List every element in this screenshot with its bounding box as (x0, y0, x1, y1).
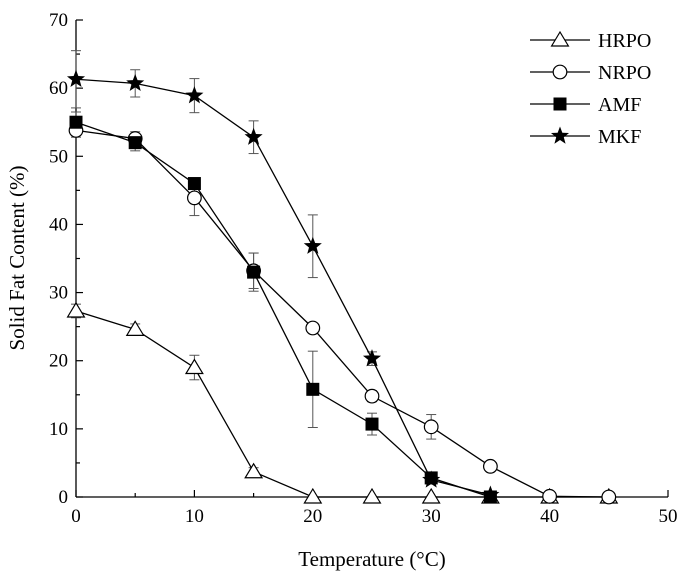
nrpo-point (305, 320, 321, 336)
hrpo-point (66, 301, 86, 318)
nrpo-line (75, 129, 609, 498)
y-tick-label: 30 (49, 283, 68, 304)
mkf-point (362, 349, 382, 367)
hrpo-point (362, 487, 382, 504)
amf-point (69, 115, 83, 129)
series-markers (66, 69, 619, 505)
series-lines (75, 78, 609, 498)
legend-mkf-marker (550, 126, 570, 144)
nrpo-point (364, 388, 380, 404)
x-tick-label: 10 (185, 506, 204, 527)
y-tick-label: 0 (59, 487, 69, 508)
mkf-point (66, 69, 86, 87)
nrpo-point (423, 419, 439, 435)
hrpo-point (184, 358, 204, 375)
mkf-line (75, 78, 491, 496)
mkf-point (481, 485, 500, 503)
nrpo-point (483, 458, 498, 474)
mkf-point (303, 236, 322, 254)
amf-point (365, 417, 379, 431)
y-tick-label: 60 (49, 78, 68, 99)
hrpo-point (244, 462, 264, 479)
y-tick-label: 70 (49, 10, 68, 31)
legend-mkf-label: MKF (598, 126, 641, 148)
axes: 0 10 20 30 40 50 0 10 20 30 40 50 60 70 (49, 10, 678, 527)
legend-nrpo-label: NRPO (598, 62, 651, 84)
amf-point (247, 265, 261, 279)
x-tick-label: 20 (303, 506, 322, 527)
x-tick-label: 50 (659, 506, 678, 527)
nrpo-point (601, 489, 617, 505)
legend-amf-marker (553, 97, 567, 111)
y-tick-label: 50 (49, 146, 68, 167)
y-tick-label: 10 (49, 419, 68, 440)
y-tick-label: 20 (49, 351, 68, 372)
nrpo-point (542, 488, 557, 504)
amf-point (128, 136, 142, 150)
amf-point (187, 177, 201, 191)
amf-point (306, 382, 320, 396)
hrpo-line (75, 310, 609, 498)
legend-hrpo-label: HRPO (598, 30, 651, 52)
x-axis-title: Temperature (°C) (298, 547, 445, 571)
legend-nrpo-marker (552, 64, 568, 80)
y-tick-label: 40 (49, 214, 68, 235)
amf-line (75, 121, 491, 498)
x-tick-label: 30 (422, 506, 441, 527)
legend-hrpo-marker (550, 30, 570, 47)
legend-amf-label: AMF (598, 94, 641, 116)
mkf-point (126, 73, 145, 92)
mkf-point (244, 127, 263, 145)
x-tick-label: 40 (540, 506, 559, 527)
legend: HRPO NRPO AMF MKF (530, 30, 651, 148)
nrpo-point (186, 190, 202, 206)
x-tick-label: 0 (71, 506, 81, 527)
hrpo-point (125, 320, 145, 336)
y-axis-title: Solid Fat Content (%) (5, 166, 29, 351)
hrpo-point (421, 487, 441, 504)
mkf-point (422, 470, 441, 488)
mkf-point (185, 86, 204, 104)
error-bars (71, 50, 555, 499)
hrpo-point (303, 487, 323, 504)
